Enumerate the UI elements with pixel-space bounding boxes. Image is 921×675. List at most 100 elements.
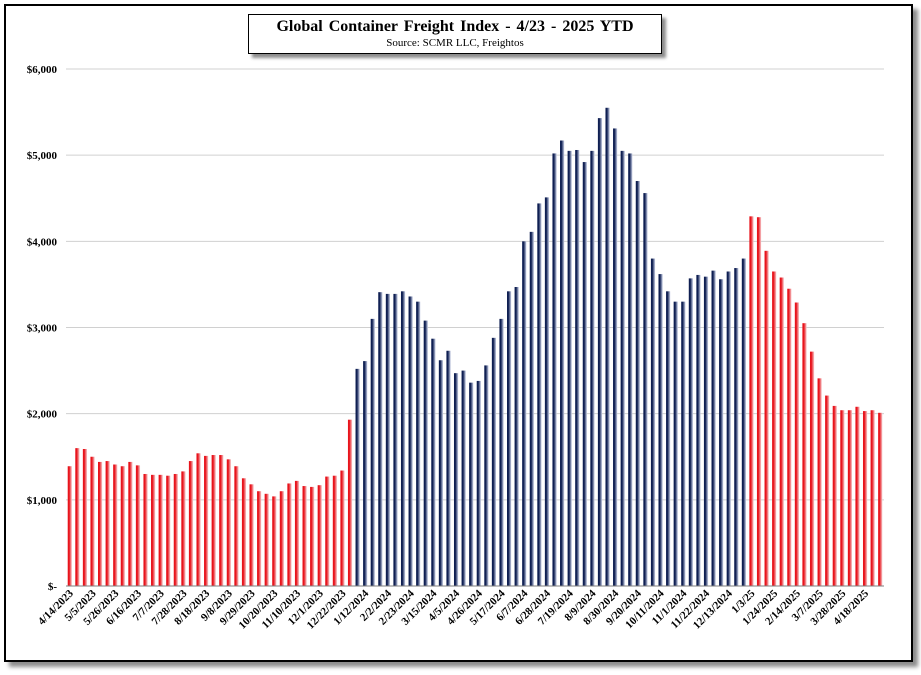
y-tick-label: $5,000 [27,150,58,162]
bar [666,291,671,586]
bar [537,203,542,587]
bar [151,474,156,586]
bar [560,140,565,587]
bar [158,474,163,586]
bars [67,107,883,587]
bar [597,118,603,587]
bar [484,365,489,586]
bar [522,241,527,587]
bar [105,461,110,586]
bar [340,470,345,586]
bar [787,288,792,586]
bar [272,496,277,586]
bar [870,410,875,586]
bar [711,270,716,586]
bar [476,380,481,586]
bar [166,475,171,586]
y-axis: $- $1,000 $2,000 $3,000 $4,000 $5,000 $6,000 [27,64,58,593]
bar [567,150,572,586]
bar [734,268,739,586]
bar [613,128,618,586]
bar [128,461,133,586]
bar [363,361,368,586]
bar [855,406,860,586]
bar [719,279,724,586]
bar [779,277,784,586]
bar [809,351,815,586]
bar [658,274,663,586]
bar [143,473,148,586]
chart-title: Global Container Freight Index - 4/23 - … [276,18,634,35]
bar [294,480,300,586]
bar [67,466,72,586]
bar [772,271,777,586]
bar [703,276,709,586]
bar [120,466,125,586]
bar [756,217,762,586]
bar [507,291,512,586]
bar [605,107,610,587]
bar [98,461,103,586]
bar [423,320,428,586]
bar [438,360,443,586]
bar [431,338,436,586]
bar [673,301,678,586]
bar [847,410,852,586]
bar [302,486,307,586]
bar [257,491,262,586]
bar [400,291,406,586]
bar [393,293,398,586]
y-tick-label: $3,000 [27,323,58,335]
chart-frame [4,4,913,662]
y-tick-label: $2,000 [27,409,58,421]
bar [514,287,519,586]
bar [688,278,693,586]
bar [681,301,686,586]
bar [135,465,141,586]
bar [287,483,292,586]
bar [529,231,534,587]
bar [310,486,315,586]
bar [840,410,845,586]
bar [825,395,830,586]
bar [332,475,337,586]
bar [264,493,269,586]
bar [491,337,497,586]
bar [628,153,633,586]
bar [370,318,375,586]
x-axis: 4/14/20235/5/20235/26/20236/16/20237/7/2… [36,585,884,632]
bar [749,216,754,586]
bar [620,150,625,586]
bar [249,484,254,586]
bar [82,448,88,586]
bar [173,473,178,586]
y-tick-label: $- [48,581,58,593]
bar [635,181,640,586]
bar [764,250,769,587]
bar [582,162,587,586]
bar [643,193,648,586]
bar [552,153,557,586]
bar [378,292,383,586]
bar [347,419,353,586]
bar [226,459,231,586]
y-tick-label: $6,000 [27,64,58,76]
bar [188,461,194,586]
bar [862,411,868,586]
bar [75,448,80,586]
bar [234,466,239,586]
bar [90,456,95,586]
bar [469,382,474,586]
bar [794,302,799,586]
bar [211,455,216,586]
bar [832,405,837,586]
bar [453,373,459,586]
bar [325,476,330,586]
bar [575,149,580,586]
bar [241,478,247,586]
bar [544,197,550,586]
bar [726,271,731,586]
bar [817,378,822,586]
bar [499,318,504,586]
bar [878,412,883,586]
